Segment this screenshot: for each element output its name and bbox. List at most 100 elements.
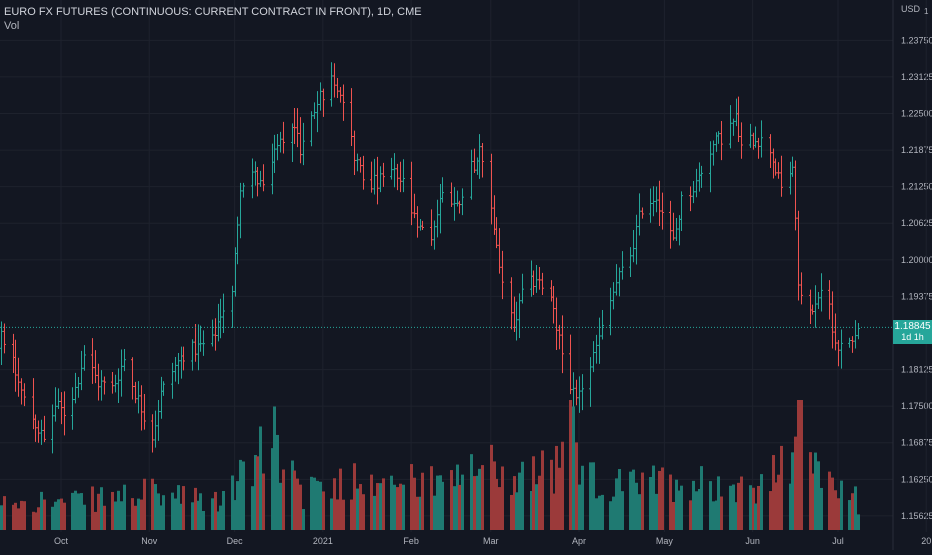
- volume-bar: [32, 511, 35, 530]
- volume-bar: [515, 492, 518, 530]
- volume-bar: [162, 495, 165, 530]
- volume-bar: [57, 499, 60, 530]
- volume-bar: [37, 507, 40, 530]
- volume-bar: [535, 484, 538, 530]
- volume-bar: [43, 499, 46, 530]
- volume-bar: [60, 498, 63, 530]
- volume-bar: [478, 468, 481, 530]
- volume-bar: [154, 484, 157, 530]
- volume-bar: [618, 469, 621, 530]
- volume-bar: [396, 487, 399, 530]
- volume-bar: [495, 478, 498, 530]
- y-tick-label: 1.18125: [901, 365, 932, 375]
- volume-bar: [629, 471, 632, 530]
- volume-bar: [40, 491, 43, 530]
- volume-bar: [700, 466, 703, 530]
- volume-bar: [672, 501, 675, 530]
- volume-bar: [202, 510, 205, 530]
- volume-bar: [760, 474, 763, 530]
- volume-bar: [680, 485, 683, 530]
- volume-bar: [735, 502, 738, 530]
- volume-bar: [800, 400, 803, 530]
- volume-bar: [410, 464, 413, 530]
- volume-bar: [390, 475, 393, 530]
- x-tick-label: 2021: [313, 536, 333, 546]
- currency-code: USD: [901, 4, 921, 14]
- volume-bar: [501, 466, 504, 530]
- volume-bar: [698, 488, 701, 530]
- y-tick-label: 1.16250: [901, 474, 932, 484]
- volume-bar: [615, 478, 618, 530]
- volume-bar: [316, 480, 319, 530]
- volume-bar: [532, 456, 535, 530]
- volume-bar: [63, 502, 66, 530]
- volume-bar: [717, 476, 720, 530]
- volume-bar: [296, 478, 299, 530]
- volume-bar: [689, 500, 692, 530]
- volume-bar: [71, 492, 74, 530]
- volume-bar: [114, 501, 117, 530]
- volume-bar: [715, 500, 718, 530]
- volume-bar: [635, 482, 638, 530]
- volume-bar: [552, 493, 555, 530]
- volume-bar: [749, 485, 752, 530]
- volume-bar: [279, 482, 282, 530]
- volume-bar: [692, 480, 695, 530]
- volume-bar: [310, 476, 313, 530]
- volume-bar: [191, 502, 194, 530]
- x-tick-label: 20: [921, 536, 931, 546]
- volume-bar: [177, 485, 180, 530]
- volume-bar: [236, 481, 239, 530]
- volume-bar: [797, 400, 800, 530]
- x-tick-label: Dec: [227, 536, 244, 546]
- y-tick-label: 1.16875: [901, 438, 932, 448]
- volume-bar: [649, 477, 652, 530]
- y-tick-label: 1.20000: [901, 255, 932, 265]
- currency-label[interactable]: USD: [901, 4, 920, 14]
- volume-bar: [569, 400, 572, 530]
- volume-bar: [333, 478, 336, 530]
- volume-bar: [450, 470, 453, 530]
- volume-bar: [111, 491, 114, 530]
- volume-bar: [254, 455, 257, 530]
- volume-bar: [12, 504, 15, 530]
- volume-bar: [655, 493, 658, 530]
- volume-bar: [831, 477, 834, 530]
- volume-bar: [456, 464, 459, 530]
- volume-bar: [854, 486, 857, 530]
- volume-bar: [709, 481, 712, 530]
- bar-countdown: 1d 1h: [901, 332, 924, 343]
- volume-bar: [513, 476, 516, 530]
- volume-bar: [194, 487, 197, 530]
- last-price-tag: 1.18845 1d 1h: [893, 320, 932, 345]
- volume-bar: [197, 500, 200, 530]
- volume-bar: [740, 476, 743, 530]
- volume-bar: [239, 459, 242, 530]
- y-tick-label: 1.20625: [901, 218, 932, 228]
- volume-bar: [219, 505, 222, 530]
- volume-bar: [737, 482, 740, 530]
- volume-bar: [251, 486, 254, 530]
- x-tick-label: Nov: [141, 536, 158, 546]
- volume-bar: [83, 504, 86, 530]
- volume-bar: [436, 475, 439, 530]
- volume-bar: [160, 505, 163, 530]
- volume-bar: [541, 450, 544, 530]
- x-tick-label: May: [656, 536, 674, 546]
- volume-bar: [379, 483, 382, 530]
- volume-bar: [416, 496, 419, 530]
- volume-bar: [592, 462, 595, 530]
- volume-bar: [342, 499, 345, 530]
- volume-bar: [772, 455, 775, 530]
- volume-bar: [276, 434, 279, 530]
- volume-bar: [273, 406, 276, 530]
- volume-bar: [356, 488, 359, 530]
- y-tick-label: 1.15625: [901, 511, 932, 521]
- volume-bar: [578, 484, 581, 530]
- volume-bar: [837, 498, 840, 530]
- y-tick-label: 1.19375: [901, 291, 932, 301]
- volume-bar: [376, 483, 379, 530]
- volume-bar: [720, 496, 723, 530]
